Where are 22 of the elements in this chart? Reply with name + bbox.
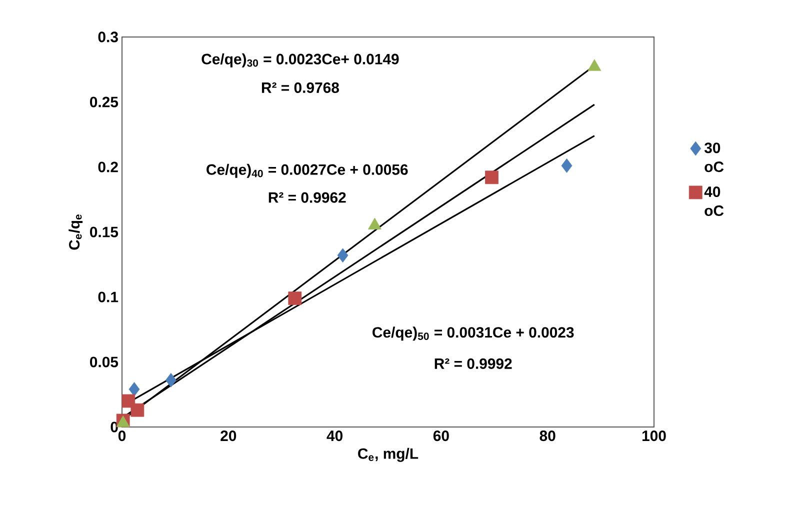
- x-tick-label: 0: [118, 430, 126, 442]
- annotation: Ce/qe)$_{40}$ = 0.0027Ce + 0.0056: [206, 164, 408, 178]
- y-tick-label: 0.15: [90, 226, 118, 238]
- x-tick-label: 100: [642, 430, 666, 442]
- y-tick-label: 0.2: [98, 162, 118, 172]
- y-tick-label: 0.05: [90, 356, 118, 368]
- annotation: Ce/qe)$_{30}$ = 0.0023Ce+ 0.0149: [202, 53, 399, 68]
- x-tick-label: 40: [326, 430, 342, 442]
- annotation: R² = 0.9962: [268, 192, 346, 203]
- y-axis-title: C$_{e}$/q$_{e}$: [68, 214, 83, 250]
- x-tick-label: 20: [220, 430, 236, 442]
- y-tick-label: 0.25: [90, 96, 118, 108]
- y-tick-label: 0.3: [98, 32, 118, 42]
- x-axis-title: C$_{e}$, mg/L: [358, 448, 418, 462]
- x-tick-label: 80: [540, 430, 556, 442]
- annotation: Ce/qe)$_{50}$ = 0.0031Ce + 0.0023: [372, 326, 574, 341]
- legend-label: 40 oC: [704, 186, 724, 216]
- x-tick-label: 60: [433, 430, 449, 442]
- legend-label: 30 oC: [704, 142, 724, 172]
- annotation: R² = 0.9992: [434, 358, 512, 369]
- y-tick-label: 0.1: [98, 292, 118, 302]
- annotation: R² = 0.9768: [262, 82, 339, 93]
